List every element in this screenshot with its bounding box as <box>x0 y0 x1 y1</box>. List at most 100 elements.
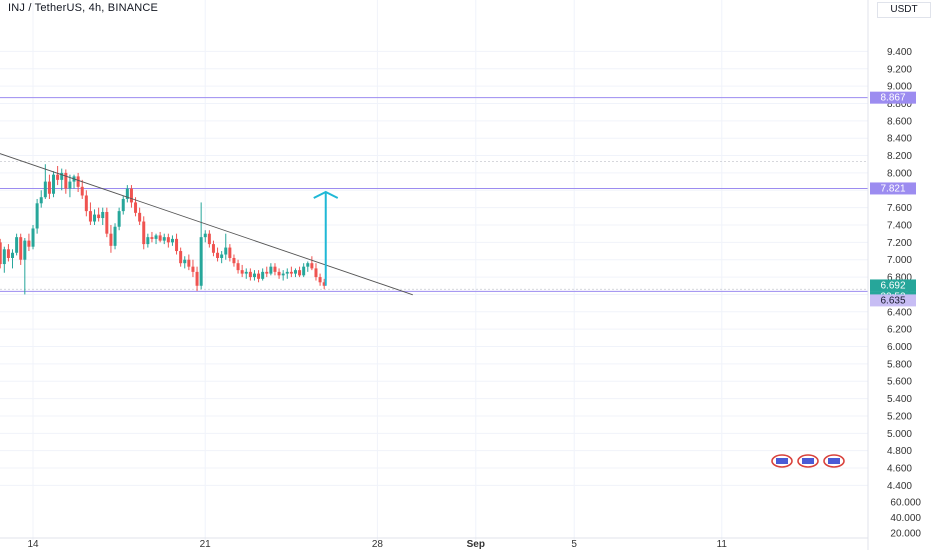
currency-button[interactable]: USDT <box>877 2 931 18</box>
price-axis-label: 4.800 <box>887 446 912 457</box>
candle-body <box>302 266 306 276</box>
candle-body <box>60 172 64 180</box>
candle-body <box>129 188 133 203</box>
candle-body <box>240 270 244 274</box>
price-axis-label: 4.400 <box>887 481 912 492</box>
candle-body <box>248 271 252 278</box>
price-axis-label: 5.200 <box>887 411 912 422</box>
volume-axis-label: 40.000 <box>890 513 921 524</box>
candle-body <box>19 237 23 260</box>
candle-body <box>39 197 43 204</box>
candle-body <box>285 271 289 274</box>
volume-axis-label: 20.000 <box>890 529 921 540</box>
candle-body <box>322 282 326 286</box>
candle-body <box>220 254 224 258</box>
price-axis-label: 8.800 <box>887 99 912 110</box>
candle-body <box>23 240 27 260</box>
price-axis-label: 9.400 <box>887 47 912 58</box>
candle-body <box>211 244 215 253</box>
candle-body <box>179 251 183 264</box>
candle-body <box>244 271 248 274</box>
candle-body <box>232 257 236 264</box>
time-axis-label: 11 <box>717 539 728 550</box>
candle-body <box>97 214 101 219</box>
price-axis-label: 5.000 <box>887 429 912 440</box>
candle-body <box>207 233 211 245</box>
candle-body <box>2 249 6 265</box>
candle-body <box>187 259 191 267</box>
price-axis-label: 5.400 <box>887 394 912 405</box>
candle-body <box>228 247 232 258</box>
time-axis-label: Sep <box>467 539 485 550</box>
price-axis-label: 7.000 <box>887 255 912 266</box>
candle-body <box>134 202 138 213</box>
candle-body <box>224 247 228 255</box>
price-axis-label: 6.000 <box>887 342 912 353</box>
volume-axis-label: 60.000 <box>890 498 921 509</box>
candle-body <box>199 237 203 286</box>
price-axis-label: 6.800 <box>887 273 912 284</box>
candle-body <box>35 203 39 229</box>
candle-body <box>257 273 261 279</box>
time-axis-label: 21 <box>200 539 212 550</box>
level-low-tag: 6.635 <box>880 295 905 306</box>
last-price-tag-bg <box>870 279 916 292</box>
candle-body <box>105 211 109 234</box>
candle-body <box>306 263 310 267</box>
candle-body <box>216 252 220 258</box>
candle-body <box>113 226 117 246</box>
price-axis-label: 8.600 <box>887 116 912 127</box>
price-axis-label: 8.000 <box>887 168 912 179</box>
candle-body <box>236 263 240 271</box>
candle-body <box>6 249 10 258</box>
price-axis-label: 8.200 <box>887 151 912 162</box>
candle-body <box>121 198 125 212</box>
candle-body <box>269 266 273 274</box>
candle-body <box>138 212 142 222</box>
level-top-tag: 8.867 <box>880 93 905 104</box>
candle-body <box>117 211 121 227</box>
candle-body <box>175 238 179 252</box>
candle-body <box>80 186 84 196</box>
candle-body <box>142 221 146 245</box>
candle-body <box>318 277 322 283</box>
candle-body <box>125 188 129 199</box>
candle-body <box>162 237 166 241</box>
level-low-tag-bg <box>870 294 916 307</box>
candle-body <box>273 266 277 272</box>
level-mid-tag: 7.821 <box>880 183 905 194</box>
candle-body <box>261 271 265 279</box>
indicator-badge-mark <box>828 458 840 464</box>
candle-body <box>64 172 68 189</box>
price-axis-label: 7.400 <box>887 221 912 232</box>
candle-body <box>52 174 56 194</box>
price-axis-label: 8.400 <box>887 134 912 145</box>
time-axis-label: 28 <box>372 539 384 550</box>
candle-body <box>76 176 80 187</box>
candle-body <box>289 271 293 274</box>
candle-body <box>27 240 31 247</box>
price-axis-label: 6.400 <box>887 307 912 318</box>
candle-body <box>158 235 162 241</box>
candle-body <box>101 211 105 219</box>
candle-body <box>31 228 35 247</box>
candle-body <box>298 270 302 276</box>
price-axis-label: 4.600 <box>887 464 912 475</box>
indicator-badge-mark <box>802 458 814 464</box>
candle-body <box>252 273 256 278</box>
candle-body <box>195 271 199 286</box>
level-mid-tag-bg <box>870 182 916 195</box>
time-axis-label: 5 <box>571 539 577 550</box>
price-axis-label: 7.600 <box>887 203 912 214</box>
candle-body <box>93 214 97 222</box>
candle-body <box>293 270 297 274</box>
candle-body <box>47 181 51 194</box>
last-price-tag: 6.692 <box>880 280 905 291</box>
time-axis-label: 14 <box>27 539 39 550</box>
candle-body <box>170 238 174 243</box>
price-axis-label: 7.200 <box>887 238 912 249</box>
candle-body <box>154 235 158 239</box>
candle-body <box>265 271 269 274</box>
candle-body <box>56 174 60 180</box>
